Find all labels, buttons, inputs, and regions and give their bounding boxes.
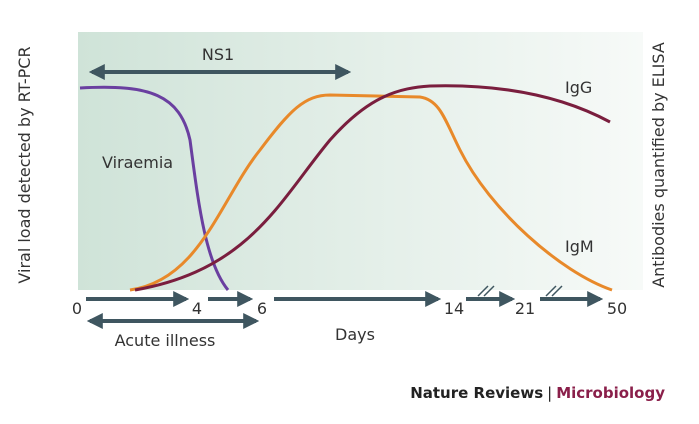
credit: Nature Reviews | Microbiology xyxy=(410,384,665,402)
viraemia-label: Viraemia xyxy=(102,153,173,172)
igg-curve xyxy=(134,84,611,292)
x-label: Days xyxy=(335,325,375,344)
tick-label: 0 xyxy=(72,299,82,318)
igg-label: IgG xyxy=(565,78,592,97)
igm-label: IgM xyxy=(565,237,594,256)
axis-break xyxy=(477,285,563,297)
credit-journal: Nature Reviews xyxy=(410,384,543,402)
y-right-label: Antibodies quantified by ELISA xyxy=(649,42,668,288)
viraemia-curve xyxy=(79,85,230,291)
acute-label: Acute illness xyxy=(115,331,216,350)
tick-label: 4 xyxy=(192,299,202,318)
tick-label: 14 xyxy=(444,299,464,318)
tick-label: 21 xyxy=(515,299,535,318)
y-left-label: Viral load detected by RT-PCR xyxy=(15,46,34,283)
tick-label: 6 xyxy=(257,299,267,318)
credit-section: Microbiology xyxy=(556,384,665,402)
tick-label: 50 xyxy=(607,299,627,318)
igm-curve xyxy=(129,93,613,292)
ns1-label: NS1 xyxy=(202,45,234,64)
credit-separator: | xyxy=(547,384,552,402)
